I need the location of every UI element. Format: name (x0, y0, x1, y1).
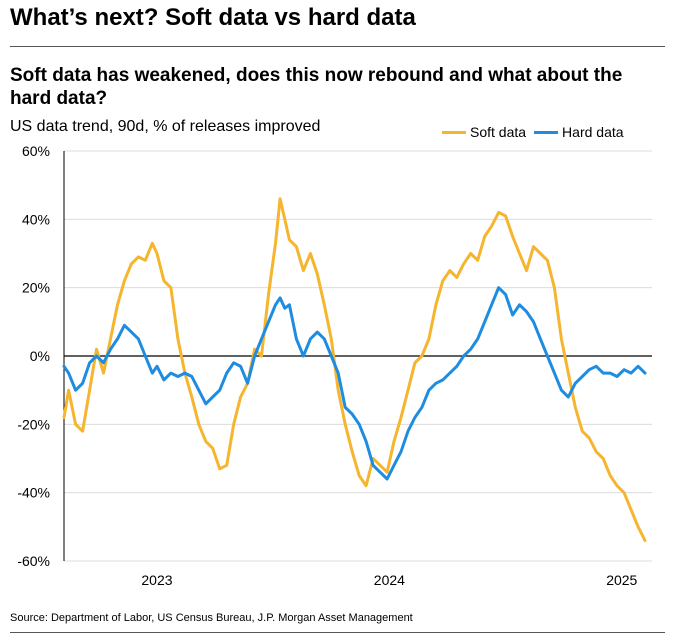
source-note: Source: Department of Labor, US Census B… (10, 612, 413, 624)
y-tick-label: -20% (17, 416, 50, 432)
series-line-soft-data (62, 197, 647, 542)
chart-legend: Soft data Hard data (442, 124, 632, 140)
legend-item-hard: Hard data (534, 124, 624, 140)
chart-subtitle: US data trend, 90d, % of releases improv… (10, 118, 321, 135)
page-title: What’s next? Soft data vs hard data (10, 4, 416, 31)
y-tick-label: 40% (22, 211, 50, 227)
y-tick-label: 0% (30, 348, 50, 364)
y-tick-label: -40% (17, 485, 50, 501)
y-tick-label: -60% (17, 553, 50, 569)
x-tick-label: 2025 (606, 572, 637, 588)
legend-label-hard: Hard data (562, 124, 624, 140)
x-tick-label: 2023 (141, 572, 172, 588)
title-divider (10, 46, 665, 47)
chart-title: Soft data has weakened, does this now re… (10, 65, 623, 109)
source-divider (10, 632, 665, 633)
legend-swatch-soft (442, 130, 466, 134)
legend-item-soft: Soft data (442, 124, 526, 140)
legend-swatch-hard (534, 130, 559, 134)
legend-label-soft: Soft data (470, 124, 527, 140)
y-tick-label: 20% (22, 280, 50, 296)
y-tick-label: 60% (22, 143, 50, 159)
x-tick-label: 2024 (374, 572, 405, 588)
series-line-hard-data (62, 286, 647, 481)
